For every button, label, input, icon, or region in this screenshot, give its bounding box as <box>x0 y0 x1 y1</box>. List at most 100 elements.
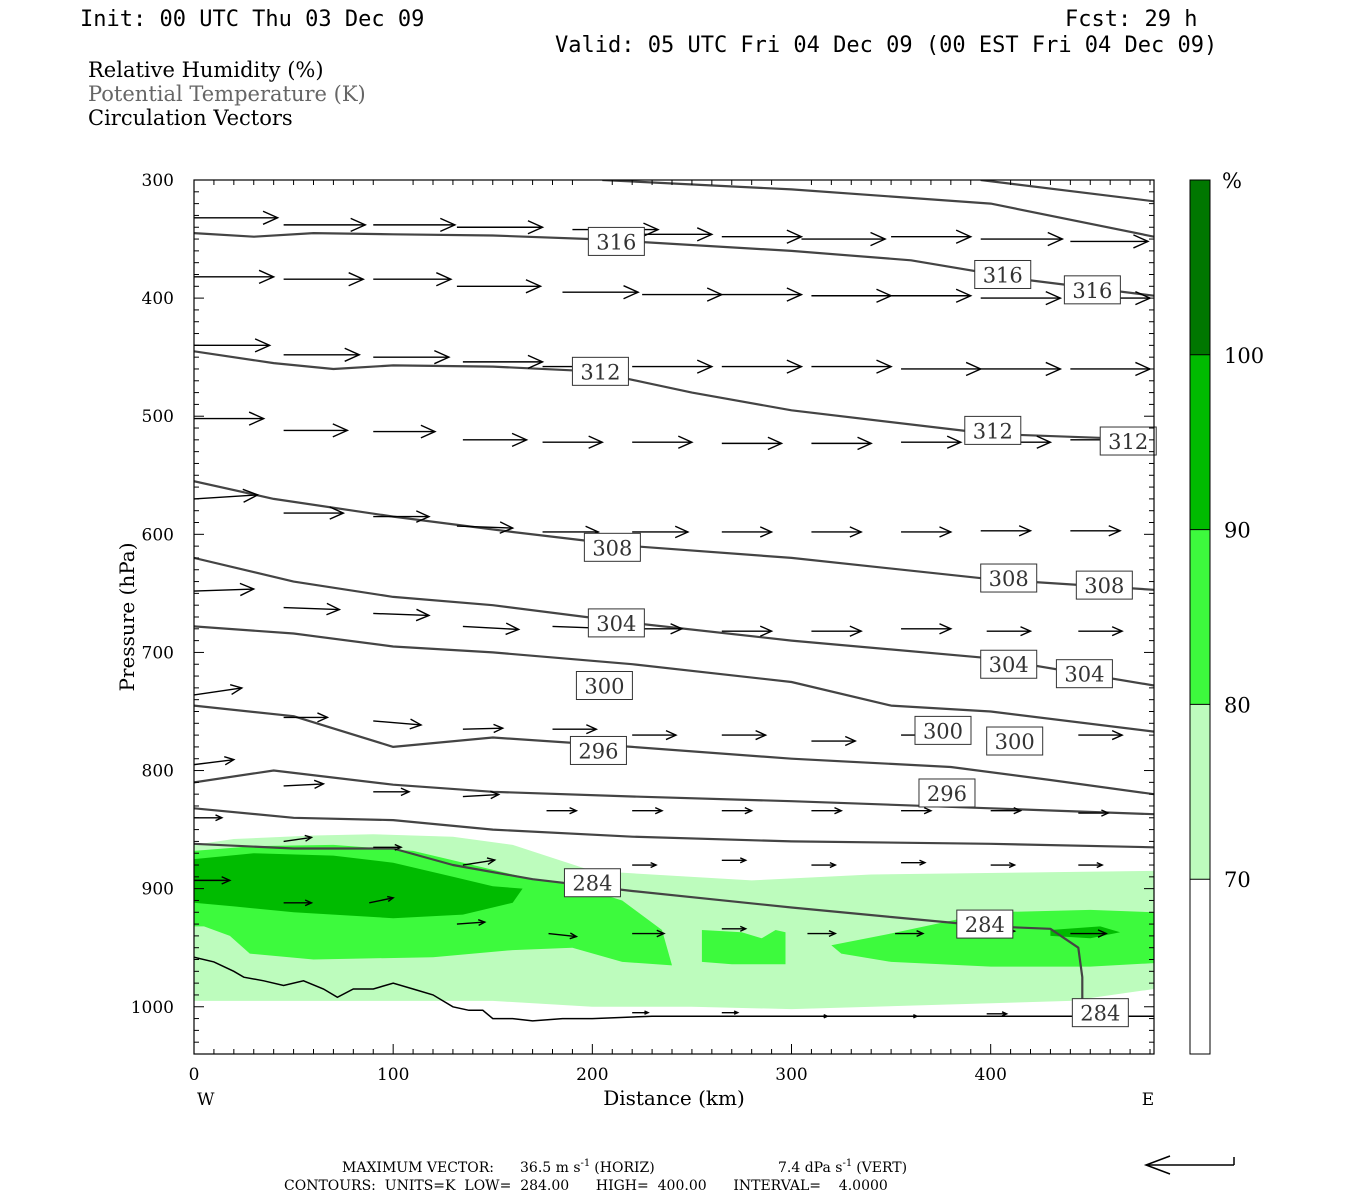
y-tick-label: 400 <box>142 289 174 309</box>
circulation-vector-112 <box>901 1013 919 1019</box>
circulation-vector-101 <box>456 919 487 926</box>
circulation-vector-67 <box>283 712 330 723</box>
x-tick-label: 100 <box>377 1065 409 1085</box>
east-label: E <box>1142 1090 1154 1110</box>
circulation-vector-91 <box>462 857 497 866</box>
x-tick-label: 300 <box>775 1065 807 1085</box>
circulation-vector-45 <box>283 506 346 520</box>
circulation-vector-53 <box>980 525 1033 537</box>
theta-label-14: 300 <box>986 726 1044 756</box>
circulation-vector-110 <box>721 1010 740 1015</box>
axis-ticks: 0 100 200 300 400 300 400 500 600 700 800 900 1000 <box>131 171 1154 1085</box>
circulation-vector-30 <box>901 361 983 377</box>
title-circulation-vectors: Circulation Vectors <box>88 106 293 130</box>
circulation-vector-36 <box>462 432 529 447</box>
circulation-vector-71 <box>632 730 678 741</box>
circulation-vector-10 <box>1070 234 1150 249</box>
circulation-vector-7 <box>801 231 887 247</box>
circulation-vector-52 <box>901 526 953 538</box>
theta-label-text: 284 <box>1080 1002 1120 1026</box>
theta-label-18: 284 <box>956 909 1014 939</box>
theta-label-text: 316 <box>983 263 1023 287</box>
circulation-vector-18 <box>811 288 893 303</box>
circulation-vector-87 <box>1078 809 1110 817</box>
theta-contour-labels: 316 316 316 312 312 312 308 308 308 304 304 304 300 3… <box>563 226 1157 1028</box>
colorbar-label: 100 <box>1224 344 1264 368</box>
circulation-vector-102 <box>548 932 579 940</box>
colorbar-label: 90 <box>1224 519 1251 543</box>
max-vector-horiz-suffix: (HORIZ) <box>594 1160 654 1176</box>
circulation-vector-39 <box>721 436 784 451</box>
y-tick-label: 600 <box>142 525 174 545</box>
rh-region-90-4 <box>194 853 523 919</box>
circulation-vector-68 <box>373 718 423 730</box>
theta-contour-296 <box>194 704 1154 796</box>
max-vector-prefix: MAXIMUM VECTOR: <box>342 1160 494 1176</box>
reference-vector-arrow <box>1143 1155 1235 1175</box>
contours-info: CONTOURS: UNITS=K LOW= 284.00 HIGH= 400.… <box>284 1178 888 1194</box>
theta-label-6: 308 <box>583 532 641 562</box>
circulation-vector-89 <box>283 834 314 843</box>
circulation-vector-23 <box>283 347 362 362</box>
circulation-vector-50 <box>721 526 774 538</box>
theta-label-text: 296 <box>927 782 967 806</box>
circulation-vector-79 <box>373 787 411 797</box>
theta-contours <box>194 180 1154 1001</box>
circulation-vector-58 <box>462 622 521 636</box>
terrain-surface <box>194 956 1154 1022</box>
circulation-vector-32 <box>1070 361 1152 377</box>
circulation-vector-81 <box>546 807 579 815</box>
max-vector-vert-suffix: (VERT) <box>856 1160 907 1176</box>
theta-contour-308 <box>194 480 1154 591</box>
max-vector-vert-value: 7.4 dPa s <box>778 1160 842 1176</box>
theta-label-16: 296 <box>918 778 976 808</box>
theta-label-text: 312 <box>973 419 1013 443</box>
theta-label-2: 316 <box>1063 275 1121 305</box>
circulation-vector-20 <box>980 290 1063 306</box>
max-vector-line: MAXIMUM VECTOR: 36.5 m s-1 (HORIZ) 7.4 dP… <box>342 1158 907 1176</box>
circulation-vector-103 <box>632 929 666 938</box>
theta-contour-284 <box>194 842 1084 1001</box>
circulation-vector-34 <box>283 423 350 438</box>
circulation-vector-72 <box>721 730 768 741</box>
circulation-vector-70 <box>552 724 599 735</box>
circulation-vector-95 <box>901 859 927 866</box>
circulation-vector-76 <box>1078 730 1124 741</box>
circulation-vector-28 <box>721 359 804 374</box>
circulation-vector-19 <box>891 288 973 303</box>
circulation-vector-78 <box>283 779 326 790</box>
theta-contour-320 <box>602 180 1154 238</box>
colorbar-label: 80 <box>1224 693 1251 717</box>
theta-label-text: 300 <box>995 730 1035 754</box>
valid-time: Valid: 05 UTC Fri 04 Dec 09 (00 EST Fri … <box>555 33 1217 58</box>
theta-label-10: 304 <box>980 649 1038 679</box>
theta-label-7: 308 <box>980 563 1038 593</box>
theta-label-text: 304 <box>596 612 636 636</box>
theta-contour-304 <box>194 556 1154 687</box>
circulation-vector-80 <box>462 790 501 800</box>
theta-label-text: 312 <box>1108 430 1148 454</box>
circulation-vector-100 <box>369 895 395 904</box>
circulation-vector-6 <box>721 229 804 244</box>
theta-label-text: 296 <box>578 739 618 763</box>
theta-label-text: 312 <box>580 360 620 384</box>
max-vector-horiz-exp: -1 <box>581 1158 591 1169</box>
circulation-vector-9 <box>980 231 1065 247</box>
theta-contour-312 <box>194 350 1154 441</box>
theta-contour-324 <box>980 180 1154 203</box>
circulation-vector-44 <box>194 488 260 503</box>
y-tick-label: 900 <box>142 880 174 900</box>
circulation-vector-109 <box>632 1010 650 1015</box>
circulation-vector-27 <box>632 359 714 374</box>
circulation-vector-83 <box>721 807 754 815</box>
colorbar-bin <box>1190 529 1210 705</box>
y-axis-label: Pressure (hPa) <box>115 543 139 692</box>
circulation-vector-33 <box>194 411 266 426</box>
rh-region-80-2 <box>701 930 786 965</box>
circulation-vector-13 <box>373 272 453 287</box>
max-vector-vert-exp: -1 <box>842 1158 852 1169</box>
x-tick-label: 0 <box>189 1065 200 1085</box>
theta-label-8: 308 <box>1075 570 1133 600</box>
circulation-vector-98 <box>194 876 232 885</box>
